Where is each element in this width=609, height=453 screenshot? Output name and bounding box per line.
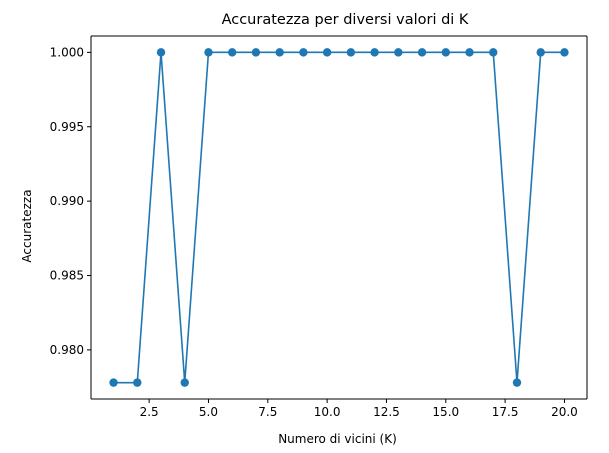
data-point	[180, 378, 189, 387]
x-tick-label: 5.0	[199, 405, 218, 419]
data-point	[536, 48, 545, 57]
y-tick-label: 1.000	[50, 45, 84, 59]
data-point	[204, 48, 213, 57]
data-point	[109, 378, 118, 387]
data-point	[228, 48, 237, 57]
x-tick-label: 12.5	[373, 405, 400, 419]
data-point	[512, 378, 522, 387]
data-point	[275, 48, 284, 57]
data-point	[322, 48, 332, 57]
x-tick-label: 10.0	[314, 405, 341, 419]
x-tick-label: 7.5	[258, 405, 277, 419]
data-point	[489, 48, 498, 57]
y-tick-label: 0.980	[50, 343, 84, 357]
data-point	[417, 48, 427, 57]
y-tick-label: 0.985	[50, 269, 84, 283]
data-point	[299, 48, 308, 57]
data-point	[465, 48, 474, 57]
plot-area: 2.5 5.0 7.5 10.0 12.5 15.0 17.5 20.0 0.980 0.985 0…	[50, 35, 588, 419]
y-tick-label: 0.990	[50, 194, 84, 208]
y-tick-label: 0.995	[50, 120, 84, 134]
data-point	[346, 48, 356, 57]
data-point	[251, 48, 261, 57]
chart-title: Accuratezza per diversi valori di K	[222, 12, 469, 28]
x-tick-label: 2.5	[140, 405, 159, 419]
data-point	[560, 48, 569, 57]
x-tick-label: 17.5	[492, 405, 519, 419]
data-point	[370, 48, 379, 57]
x-tick-label: 20.0	[551, 405, 578, 419]
y-axis-label: Accuratezza	[20, 189, 34, 262]
data-point	[133, 378, 142, 387]
data-point	[441, 48, 450, 57]
data-point	[156, 48, 166, 57]
x-tick-label: 15.0	[432, 405, 459, 419]
data-point	[394, 48, 403, 57]
x-axis-label: Numero di vicini (K)	[278, 432, 397, 446]
